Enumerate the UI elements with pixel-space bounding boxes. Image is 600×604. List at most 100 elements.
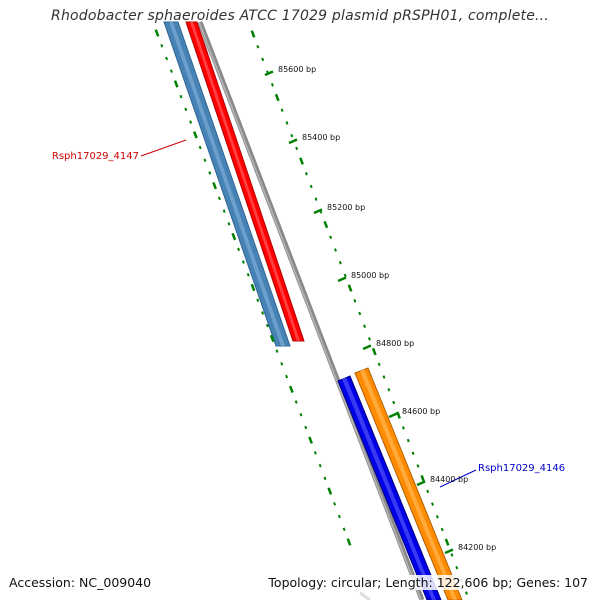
inner-tick xyxy=(237,247,241,252)
inner-tick xyxy=(173,80,179,88)
inner-tick xyxy=(333,502,337,506)
inner-tick xyxy=(217,196,221,201)
gene-rsph17029-4147-inner-highlight xyxy=(190,22,300,341)
ruler-tick xyxy=(431,502,434,506)
accession-label: Accession: xyxy=(9,575,76,590)
accession-value: NC_009040 xyxy=(79,575,152,590)
ruler-tick xyxy=(396,411,401,419)
inner-tick xyxy=(327,487,333,495)
ruler-major-tick xyxy=(362,344,372,351)
ruler-tick xyxy=(411,451,415,456)
sequence-summary: Topology: circular; Length: 122,606 bp; … xyxy=(266,575,590,590)
ruler-tick xyxy=(295,146,299,151)
gene-label-leader-4146 xyxy=(439,469,477,488)
gene-label-rsph17029-4147[interactable]: Rsph17029_4147 xyxy=(52,151,139,162)
ruler-tick xyxy=(256,44,260,49)
gene-rsph17029-4147-outer-highlight xyxy=(169,22,285,346)
ruler-tick xyxy=(304,171,308,176)
inner-tick xyxy=(246,273,250,277)
ruler-label: 84200 bp xyxy=(458,543,496,552)
ruler-tick xyxy=(416,464,420,468)
genes-value: 107 xyxy=(564,575,588,590)
ruler-tick xyxy=(280,108,284,112)
ruler-major-tick xyxy=(288,138,298,145)
inner-tick xyxy=(346,538,352,546)
inner-tick xyxy=(198,145,202,150)
inner-tick xyxy=(313,451,317,455)
gene-label-rsph17029-4146[interactable]: Rsph17029_4146 xyxy=(478,463,565,474)
ruler-label: 85400 bp xyxy=(302,133,340,142)
ruler-tick xyxy=(274,93,280,102)
ruler-tick xyxy=(347,284,353,292)
ruler-tick xyxy=(401,426,405,430)
ruler-tick xyxy=(334,248,337,252)
inner-tick xyxy=(192,131,198,139)
ruler-tick xyxy=(329,235,333,240)
topology-value: circular xyxy=(330,575,378,590)
ruler-major-tick xyxy=(313,208,323,215)
inner-tick xyxy=(189,120,193,124)
ruler-tick xyxy=(435,515,439,519)
ruler-tick xyxy=(270,83,274,87)
outer-arc-bottom xyxy=(359,591,371,602)
inner-tick xyxy=(227,222,231,226)
inner-tick xyxy=(342,527,346,532)
inner-tick xyxy=(169,69,173,73)
inner-tick xyxy=(231,232,237,241)
inner-tick xyxy=(288,385,294,394)
ruler-tick xyxy=(465,591,468,595)
inner-tick xyxy=(222,209,226,213)
ruler-tick xyxy=(455,565,459,570)
inner-tick xyxy=(250,283,256,292)
ruler-labels: 85600 bp 85400 bp 85200 bp 85000 bp 84800 bp… xyxy=(264,65,496,555)
inner-tick xyxy=(165,56,169,61)
ruler-tick xyxy=(371,347,377,356)
outer-tick-row xyxy=(250,30,468,595)
inner-tick xyxy=(299,412,303,417)
ruler-tick xyxy=(382,375,386,379)
ruler-label: 85600 bp xyxy=(278,65,316,74)
length-label: Length: xyxy=(385,575,433,590)
ruler-tick xyxy=(358,311,362,316)
backbone-line-highlight xyxy=(198,21,422,601)
inner-tick xyxy=(337,514,341,519)
ruler-tick xyxy=(299,157,304,165)
inner-tick xyxy=(184,107,188,112)
gene-rsph17029-4146-inner-highlight xyxy=(360,369,457,600)
inner-tick xyxy=(323,476,327,481)
inner-tick xyxy=(285,374,289,379)
inner-tick xyxy=(269,334,275,343)
ruler-tick xyxy=(426,489,430,494)
ruler-tick xyxy=(343,273,347,278)
ruler-tick xyxy=(314,197,318,201)
ruler-major-tick xyxy=(264,70,274,77)
ruler-tick xyxy=(261,57,265,62)
ruler-tick xyxy=(290,133,294,138)
ruler-tick xyxy=(444,538,450,546)
ruler-tick xyxy=(387,387,391,392)
gene-rsph17029-4146[interactable] xyxy=(337,367,463,601)
ruler-tick xyxy=(440,527,444,532)
inner-tick xyxy=(203,158,207,163)
genes-label: Genes: xyxy=(516,575,561,590)
inner-tick xyxy=(304,425,308,430)
ruler-label: 85000 bp xyxy=(351,271,389,280)
ruler-tick xyxy=(377,362,381,367)
inner-tick xyxy=(212,181,217,190)
ruler-tick xyxy=(363,324,367,328)
inner-tick xyxy=(179,94,183,99)
inner-tick xyxy=(275,349,279,353)
gene-label-leader-4147 xyxy=(140,139,187,157)
ruler-tick xyxy=(353,299,357,303)
gene-rsph17029-4146-outer-highlight xyxy=(342,377,436,600)
ruler-tick xyxy=(285,121,289,125)
inner-tick xyxy=(261,311,265,315)
backbone-line xyxy=(197,21,425,601)
inner-tick xyxy=(318,463,322,468)
inner-tick xyxy=(294,400,298,404)
inner-tick xyxy=(241,260,245,264)
ruler-major-tick xyxy=(388,412,398,419)
ruler-tick xyxy=(392,400,396,405)
gene-rsph17029-4147[interactable] xyxy=(163,21,305,347)
